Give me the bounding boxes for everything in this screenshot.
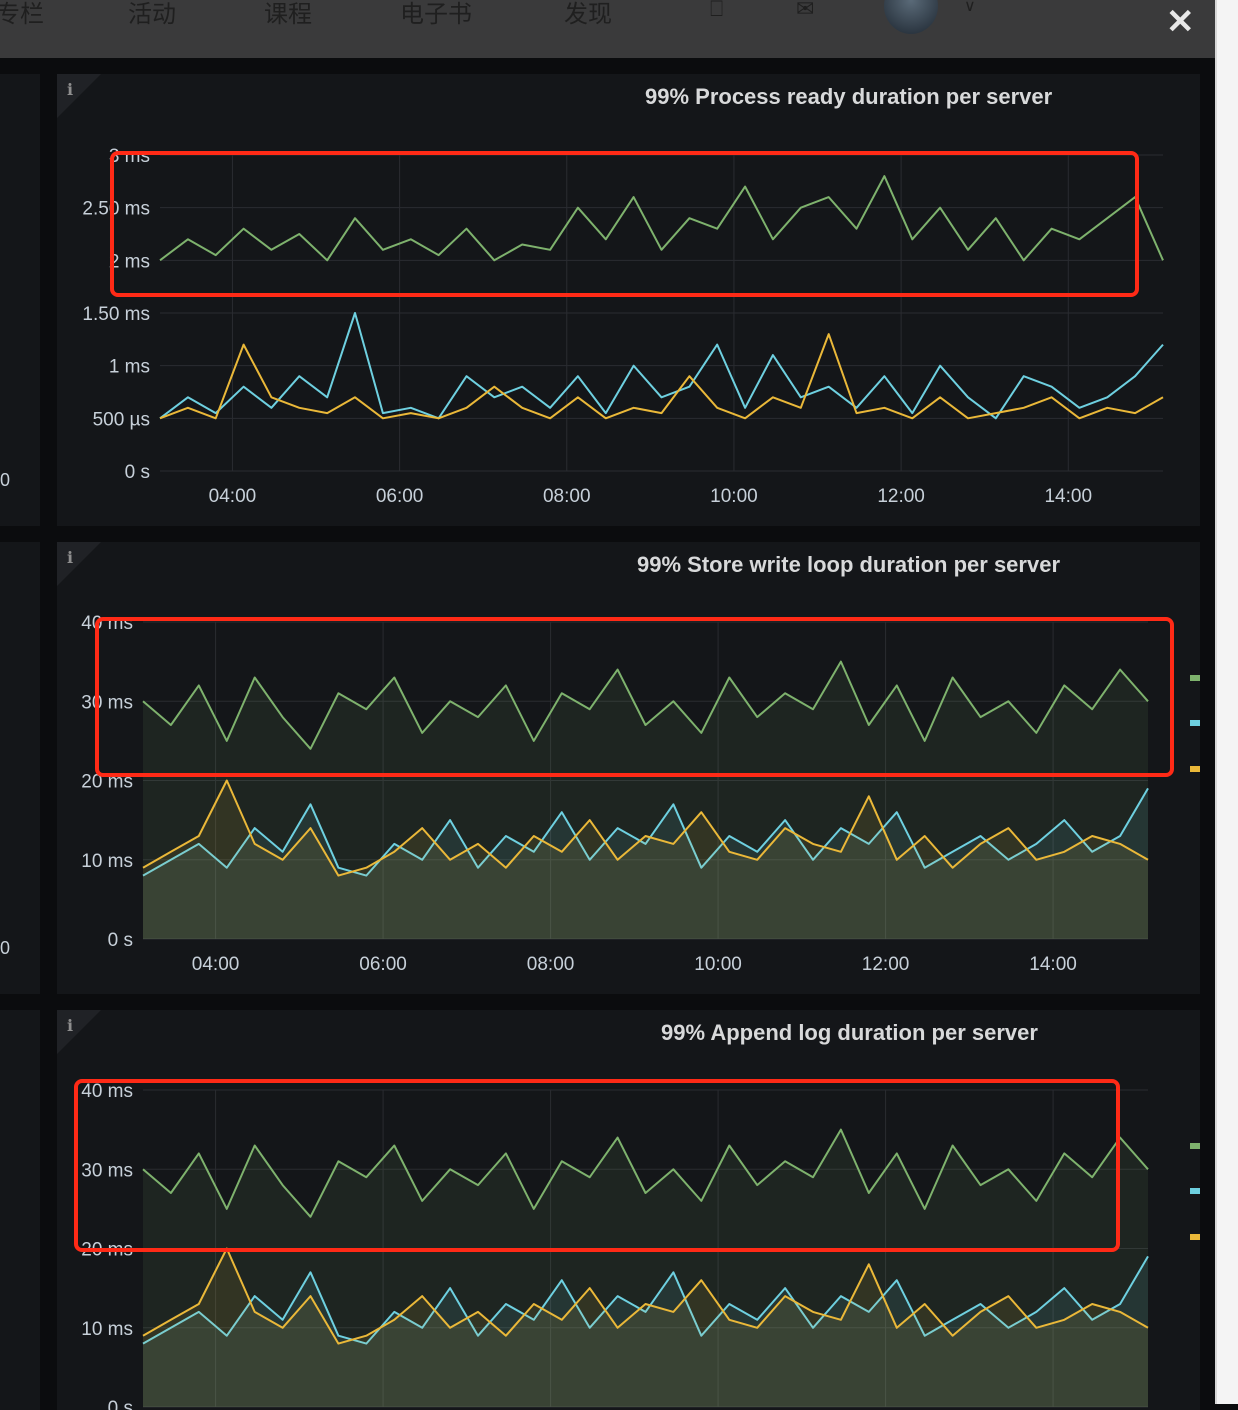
- x-tick-label: 10:00: [694, 954, 742, 975]
- x-tick-label: 14:00: [1029, 954, 1077, 975]
- series-area-yellow: [143, 780, 1148, 939]
- x-tick-label: 10:00: [710, 486, 758, 507]
- legend-blue[interactable]: [1190, 1188, 1200, 1194]
- highlight-box: [95, 617, 1174, 777]
- nav-item-column[interactable]: 专栏: [0, 0, 44, 28]
- series-line-green: [142, 1128, 1149, 1218]
- series-line-yellow: [159, 333, 1164, 420]
- y-tick-label: 2.50 ms: [82, 199, 150, 220]
- series-line-yellow: [142, 779, 1149, 877]
- highlight-box: [74, 1079, 1120, 1252]
- mail-icon[interactable]: ✉: [796, 0, 815, 21]
- left-axis-label: 0: [0, 938, 11, 958]
- y-tick-label: 0 s: [108, 930, 133, 951]
- y-tick-label: 1 ms: [109, 357, 150, 378]
- bell-icon[interactable]: ⎕: [710, 0, 724, 21]
- chevron-down-icon[interactable]: ∨: [964, 0, 976, 15]
- y-tick-label: 40 ms: [81, 1081, 133, 1102]
- series-area-blue: [143, 1256, 1148, 1407]
- panel-title[interactable]: 99% Append log duration per server: [661, 1020, 1038, 1045]
- panel-process-ready-duration: i 99% Process ready duration per server …: [57, 74, 1200, 526]
- x-tick-label: 04:00: [209, 486, 257, 507]
- x-tick-label: 08:00: [527, 954, 575, 975]
- x-tick-label: 06:00: [376, 486, 424, 507]
- legend-green[interactable]: [1190, 1143, 1200, 1149]
- scrollbar[interactable]: [1215, 0, 1238, 1404]
- close-icon[interactable]: ✕: [1166, 3, 1195, 41]
- panel-corner: [57, 1010, 101, 1054]
- left-panel-partial: [0, 1010, 40, 1410]
- series-area-green: [143, 661, 1148, 939]
- series-area-yellow: [143, 1248, 1148, 1407]
- x-tick-label: 14:00: [1044, 486, 1092, 507]
- x-tick-label: 08:00: [543, 486, 591, 507]
- series-line-blue: [142, 787, 1149, 877]
- legend-yellow[interactable]: [1190, 1234, 1200, 1240]
- y-tick-label: 30 ms: [81, 1160, 133, 1181]
- y-tick-label: 0 s: [125, 462, 150, 483]
- series-line-yellow: [142, 1247, 1149, 1345]
- panel-append-log-duration: i 99% Append log duration per server 0 s…: [57, 1010, 1200, 1410]
- info-icon[interactable]: i: [67, 80, 74, 99]
- nav-item-courses[interactable]: 课程: [264, 0, 312, 28]
- series-line-green: [159, 175, 1164, 262]
- highlight-box: [110, 151, 1139, 297]
- nav-item-events[interactable]: 活动: [128, 0, 176, 28]
- avatar[interactable]: [884, 0, 938, 34]
- series-area-green: [143, 1129, 1148, 1407]
- top-navigation-bar: 专栏 活动 课程 电子书 发现 ⎕ ✉ ∨: [0, 0, 1215, 58]
- y-tick-label: 500 µs: [93, 409, 150, 430]
- y-tick-label: 2 ms: [109, 251, 150, 272]
- info-icon[interactable]: i: [67, 1016, 74, 1035]
- y-tick-label: 0 s: [108, 1398, 133, 1410]
- left-panel-partial: 0: [0, 74, 40, 526]
- legend-yellow[interactable]: [1190, 766, 1200, 772]
- series-line-blue: [142, 1255, 1149, 1345]
- legend-blue[interactable]: [1190, 720, 1200, 726]
- y-tick-label: 30 ms: [81, 692, 133, 713]
- left-axis-label: 0: [0, 470, 11, 490]
- x-tick-label: 12:00: [877, 486, 925, 507]
- nav-item-ebooks[interactable]: 电子书: [400, 0, 472, 28]
- x-tick-label: 12:00: [862, 954, 910, 975]
- info-icon[interactable]: i: [67, 548, 74, 567]
- y-tick-label: 1.50 ms: [82, 304, 150, 325]
- panel-title[interactable]: 99% Process ready duration per server: [645, 84, 1053, 109]
- nav-item-discover[interactable]: 发现: [564, 0, 612, 28]
- x-tick-label: 04:00: [192, 954, 240, 975]
- series-line-green: [142, 660, 1149, 750]
- left-panel-partial: 0: [0, 542, 40, 994]
- panel-title[interactable]: 99% Store write loop duration per server: [637, 552, 1061, 577]
- legend-green[interactable]: [1190, 675, 1200, 681]
- panel-corner: [57, 542, 101, 586]
- y-tick-label: 10 ms: [81, 851, 133, 872]
- series-area-blue: [143, 788, 1148, 939]
- series-line-blue: [159, 312, 1164, 420]
- y-tick-label: 10 ms: [81, 1319, 133, 1340]
- x-tick-label: 06:00: [359, 954, 407, 975]
- panel-corner: [57, 74, 101, 118]
